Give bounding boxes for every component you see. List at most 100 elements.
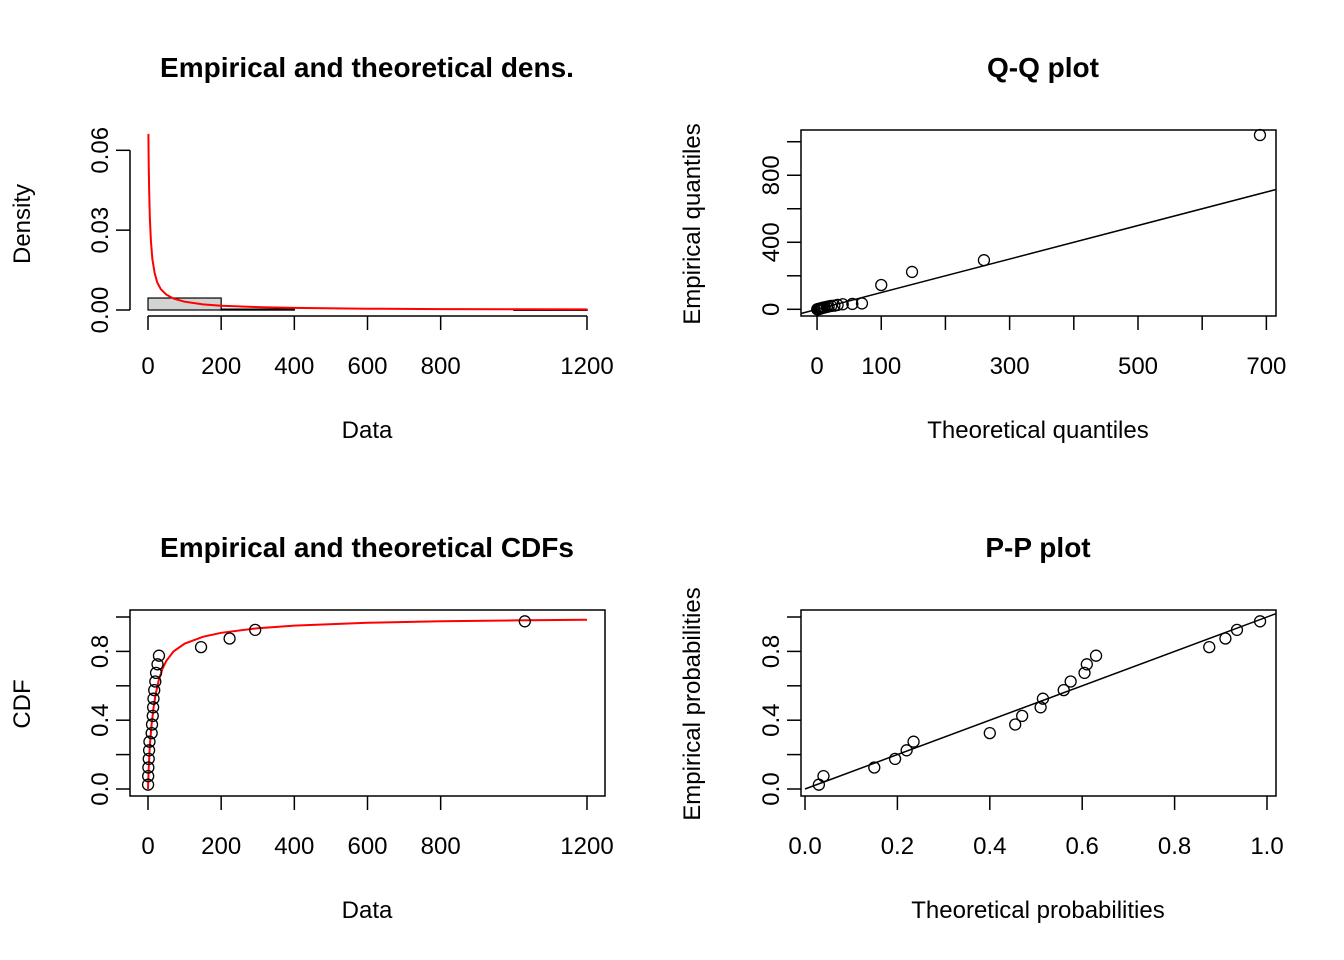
cdf-point bbox=[148, 683, 161, 697]
qq-points bbox=[811, 128, 1267, 316]
cdf-point bbox=[152, 649, 166, 662]
qq-x-tick-label: 100 bbox=[861, 353, 901, 380]
cdf-point bbox=[141, 778, 155, 791]
density-x-axis: 0 200 400 600 800 1200 bbox=[141, 315, 614, 380]
pp-point bbox=[888, 752, 902, 766]
cdf-x-tick-label: 1200 bbox=[560, 833, 613, 860]
pp-point bbox=[907, 735, 920, 748]
qq-x-tick-label: 500 bbox=[1118, 353, 1158, 380]
qq-plot-frame bbox=[800, 129, 1277, 317]
cdf-point bbox=[142, 752, 155, 766]
qq-x-tick-label: 300 bbox=[990, 353, 1030, 380]
pp-point bbox=[1089, 649, 1103, 662]
qq-reference-line bbox=[800, 188, 1277, 315]
pp-point bbox=[1015, 709, 1029, 723]
pp-point bbox=[1219, 632, 1232, 645]
pp-panel: P-P plot Theoretical probabilities Empir… bbox=[679, 532, 1284, 924]
cdf-point bbox=[142, 761, 155, 774]
pp-point bbox=[1253, 615, 1267, 628]
pp-x-axis: 0.0 0.2 0.4 0.6 0.8 1.0 bbox=[788, 796, 1284, 860]
qq-reference-line-segment bbox=[800, 188, 1277, 315]
density-histogram-bar bbox=[147, 297, 222, 311]
qq-point bbox=[977, 254, 991, 267]
cdf-point bbox=[151, 658, 164, 671]
pp-x-tick-label: 0.0 bbox=[788, 833, 821, 860]
density-title: Empirical and theoretical dens. bbox=[160, 52, 574, 83]
cdf-theoretical-curve bbox=[147, 618, 588, 790]
cdf-point bbox=[142, 769, 155, 783]
qq-point bbox=[1253, 128, 1267, 142]
pp-points bbox=[812, 615, 1267, 791]
qq-y-tick-label: 0 bbox=[758, 303, 785, 316]
cdf-point bbox=[143, 735, 156, 748]
qq-x-axis: 0 100 300 500 700 bbox=[810, 316, 1286, 380]
cdf-x-tick-label: 600 bbox=[347, 833, 387, 860]
pp-point bbox=[1230, 623, 1244, 637]
qq-panel: Q-Q plot Theoretical quantiles Empirical… bbox=[679, 52, 1286, 444]
cdf-x-tick-label: 0 bbox=[141, 833, 154, 860]
pp-y-tick-label: 0.8 bbox=[758, 635, 785, 668]
cdf-point bbox=[142, 744, 156, 757]
cdf-point bbox=[149, 675, 162, 688]
cdf-xlabel: Data bbox=[342, 897, 393, 924]
cdf-x-tick-label: 200 bbox=[201, 833, 241, 860]
density-x-tick-label: 200 bbox=[201, 353, 241, 380]
density-y-axis: 0.00 0.03 0.06 bbox=[87, 127, 131, 334]
density-x-tick-label: 400 bbox=[274, 353, 314, 380]
pp-point bbox=[1203, 640, 1216, 654]
cdf-curve-line bbox=[147, 618, 588, 790]
pp-plot-frame bbox=[800, 609, 1277, 797]
qq-point bbox=[831, 298, 844, 312]
cdf-empirical-points bbox=[141, 615, 531, 791]
cdf-ylabel: CDF bbox=[9, 679, 36, 728]
density-y-tick-label: 0.06 bbox=[87, 127, 114, 174]
pp-x-tick-label: 1.0 bbox=[1250, 833, 1283, 860]
cdf-point bbox=[223, 632, 236, 645]
cdf-point bbox=[146, 709, 159, 723]
density-y-tick-label: 0.03 bbox=[87, 207, 114, 254]
pp-point bbox=[900, 744, 913, 757]
cdf-point bbox=[149, 666, 163, 680]
cdf-point bbox=[194, 640, 208, 654]
qq-point bbox=[875, 278, 888, 292]
pp-point bbox=[1034, 701, 1047, 714]
density-x-tick-label: 600 bbox=[347, 353, 387, 380]
pp-point bbox=[1078, 666, 1091, 680]
qq-point bbox=[905, 265, 919, 279]
density-curve-line bbox=[147, 133, 588, 311]
pp-y-tick-label: 0.4 bbox=[758, 704, 785, 737]
density-ylabel: Density bbox=[9, 184, 36, 264]
pp-point bbox=[817, 769, 830, 783]
cdf-x-tick-label: 400 bbox=[274, 833, 314, 860]
qq-x-tick-label: 700 bbox=[1246, 353, 1286, 380]
qq-y-tick-label: 800 bbox=[758, 155, 785, 195]
pp-x-tick-label: 0.4 bbox=[973, 833, 1006, 860]
density-y-tick-label: 0.00 bbox=[87, 287, 114, 334]
cdf-y-tick-label: 0.4 bbox=[87, 704, 114, 737]
pp-y-tick-label: 0.0 bbox=[758, 772, 785, 805]
qq-xlabel: Theoretical quantiles bbox=[927, 417, 1148, 444]
pp-point bbox=[1064, 675, 1077, 688]
density-histogram-bar bbox=[220, 308, 295, 311]
cdf-point bbox=[518, 615, 531, 628]
cdf-point bbox=[145, 726, 158, 740]
cdf-y-axis: 0.0 0.4 0.8 bbox=[87, 616, 130, 806]
qq-ylabel: Empirical quantiles bbox=[679, 123, 706, 324]
pp-xlabel: Theoretical probabilities bbox=[911, 897, 1164, 924]
pp-title: P-P plot bbox=[985, 532, 1090, 563]
pp-ylabel: Empirical probabilities bbox=[679, 587, 706, 820]
qq-y-axis: 0 400 800 bbox=[758, 140, 801, 316]
cdf-y-tick-label: 0.0 bbox=[87, 772, 114, 805]
cdf-x-tick-label: 800 bbox=[421, 833, 461, 860]
pp-point bbox=[868, 761, 881, 774]
pp-point bbox=[1009, 718, 1022, 731]
cdf-title: Empirical and theoretical CDFs bbox=[160, 532, 574, 563]
cdf-x-axis: 0 200 400 600 800 1200 bbox=[141, 796, 614, 860]
qq-title: Q-Q plot bbox=[987, 52, 1099, 83]
density-x-tick-label: 0 bbox=[141, 353, 154, 380]
qq-y-tick-label: 400 bbox=[758, 222, 785, 262]
density-x-tick-label: 800 bbox=[421, 353, 461, 380]
qq-x-tick-label: 0 bbox=[810, 353, 823, 380]
density-theoretical-curve bbox=[147, 133, 588, 311]
